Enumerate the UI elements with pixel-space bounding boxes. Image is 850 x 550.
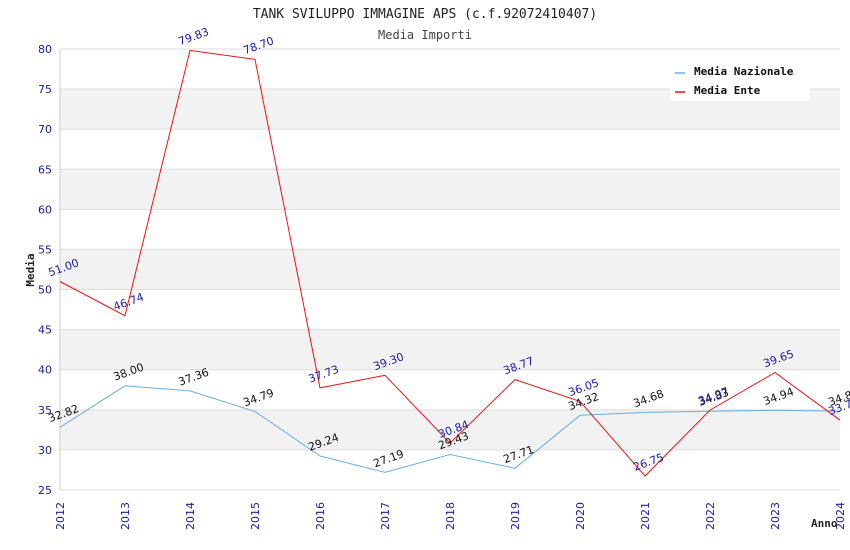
y-tick-label: 55	[38, 243, 52, 256]
grid-lines	[59, 48, 840, 491]
y-tick-label: 60	[38, 203, 52, 216]
series-line-ente	[59, 49, 841, 477]
data-label: 26.75	[632, 451, 666, 474]
legend-box	[670, 60, 810, 101]
data-label: 34.79	[242, 386, 276, 409]
y-tick-label: 25	[38, 484, 52, 497]
data-label: 34.94	[762, 385, 796, 408]
data-label: 27.19	[372, 447, 406, 470]
x-axis-label: Anno	[811, 517, 838, 530]
series-lines	[59, 49, 841, 477]
legend: Media Nazionale Media Ente	[670, 60, 810, 101]
data-label: 46.74	[112, 291, 146, 314]
y-tick-label: 30	[38, 444, 52, 457]
y-tick-label: 40	[38, 364, 52, 377]
chart-title: TANK SVILUPPO IMMAGINE APS (c.f.92072410…	[253, 7, 597, 22]
chart-subtitle: Media Importi	[378, 28, 472, 42]
y-tick-label: 50	[38, 284, 52, 297]
data-label: 78.70	[242, 34, 276, 57]
y-tick-label: 80	[38, 43, 52, 56]
x-tick-label: 2017	[379, 502, 392, 530]
x-tick-label: 2015	[249, 502, 262, 530]
grid-band	[60, 329, 840, 370]
x-tick-labels: 2012 2013 2014 2015 2016 2017 2018 2019 2020 2021…	[54, 502, 847, 530]
grid-band	[60, 249, 840, 290]
legend-label-ente: Media Ente	[694, 84, 761, 97]
x-tick-label: 2021	[639, 502, 652, 530]
data-label: 34.97	[697, 385, 731, 408]
y-tick-label: 45	[38, 324, 52, 337]
x-tick-label: 2020	[574, 502, 587, 530]
x-tick-label: 2022	[704, 502, 717, 530]
grid-band	[60, 169, 840, 210]
y-tick-label: 65	[38, 163, 52, 176]
data-label: 34.68	[632, 387, 666, 410]
x-tick-label: 2014	[184, 502, 197, 530]
y-tick-label: 35	[38, 404, 52, 417]
x-tick-label: 2018	[444, 502, 457, 530]
legend-label-nazionale: Media Nazionale	[694, 65, 794, 78]
y-tick-label: 70	[38, 123, 52, 136]
y-axis-label: Media	[24, 253, 37, 286]
x-tick-label: 2019	[509, 502, 522, 530]
y-tick-label: 75	[38, 83, 52, 96]
x-tick-label: 2016	[314, 502, 327, 530]
y-tick-labels: 25 30 35 40 45 50 55 60 65 70 75 80	[38, 43, 52, 497]
series-line-nazionale	[59, 385, 841, 473]
x-tick-label: 2023	[769, 502, 782, 530]
x-tick-label: 2012	[54, 502, 67, 530]
x-tick-label: 2024	[834, 502, 847, 530]
data-label: 79.83	[177, 25, 211, 48]
x-tick-label: 2013	[119, 502, 132, 530]
